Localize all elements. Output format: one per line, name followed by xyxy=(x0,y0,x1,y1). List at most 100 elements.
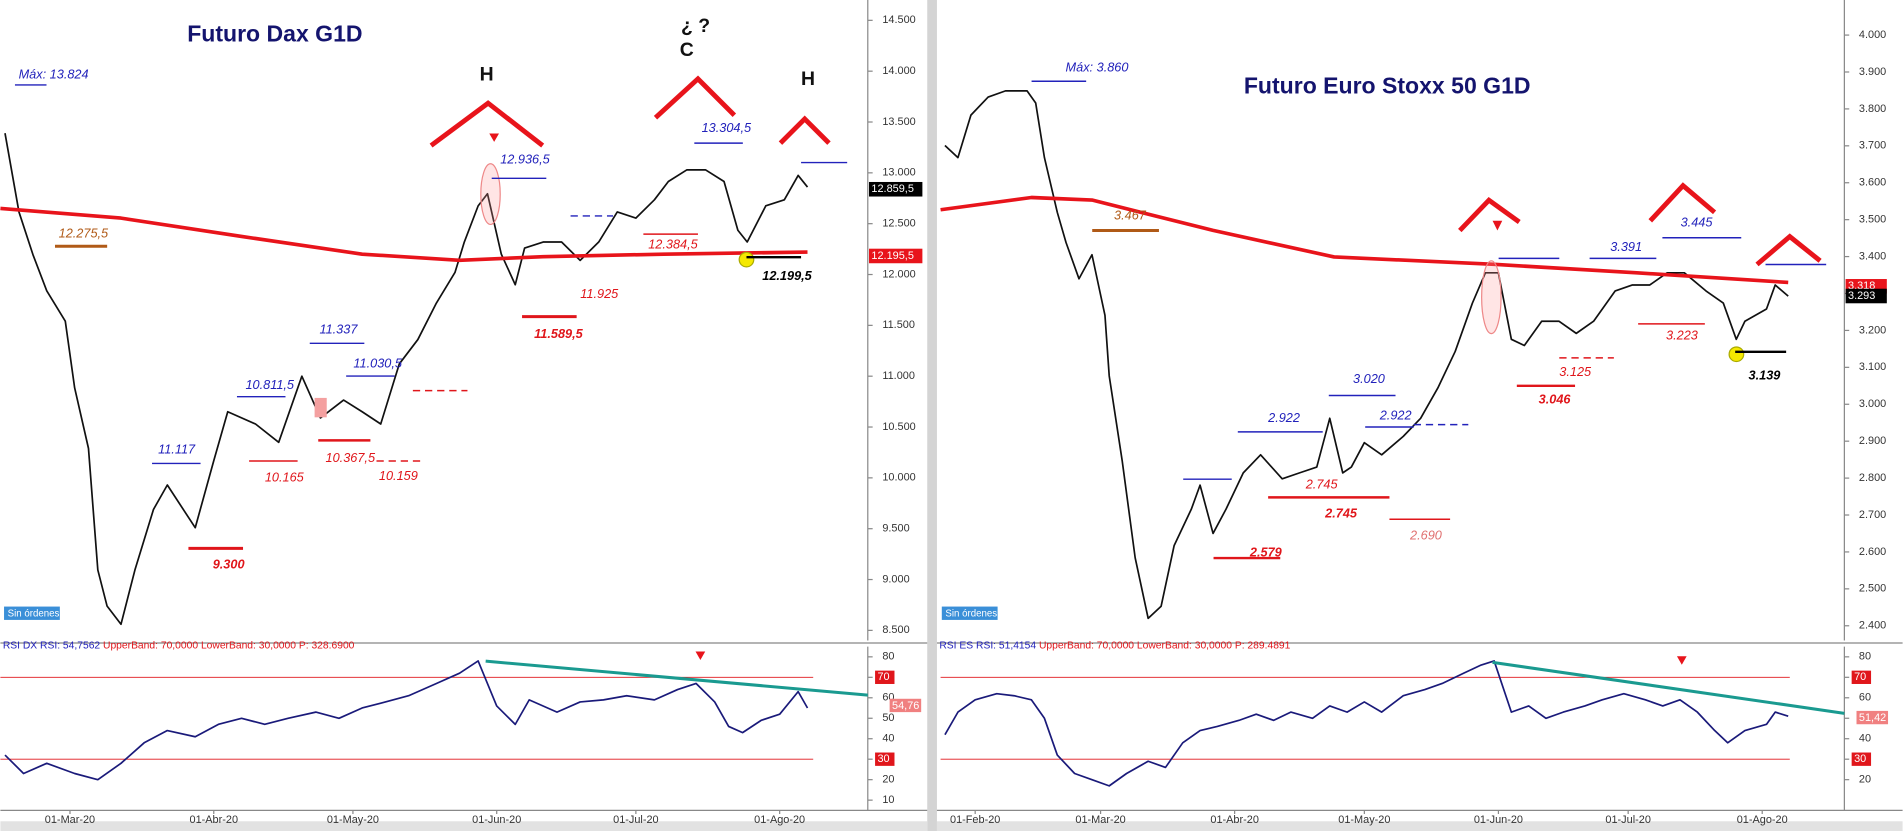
annotation: 2.745 xyxy=(1324,506,1358,521)
indicator-param: UpperBand: 70,0000 xyxy=(103,640,198,651)
x-tick-label: 01-Jun-20 xyxy=(472,814,521,826)
x-tick-label: 01-Abr-20 xyxy=(190,814,239,826)
band-badge xyxy=(1851,670,1872,684)
y-tick-label: 2.400 xyxy=(1859,620,1886,632)
level-lines xyxy=(14,80,1827,560)
y-tick-label: 3.500 xyxy=(1859,214,1886,226)
annotation: 3.139 xyxy=(1749,367,1782,382)
arrows xyxy=(489,133,1687,665)
indicator-header: RSI ES RSI: 51,4154 UpperBand: 70,0000 L… xyxy=(939,640,1290,651)
y-tick-label: 40 xyxy=(1859,733,1871,745)
annotation: 11.337 xyxy=(319,321,358,336)
annotation: 2.745 xyxy=(1305,477,1339,492)
highlight xyxy=(1481,260,1502,335)
trend-line xyxy=(1492,660,1845,715)
moving-average xyxy=(0,206,808,263)
y-tick-label: 50 xyxy=(882,712,894,724)
annotation: 12.275,5 xyxy=(59,225,109,240)
indicator-param: LowerBand: 30,0000 xyxy=(1137,640,1232,651)
x-tick-label: 01-Ago-20 xyxy=(1737,814,1788,826)
rsi-badge xyxy=(889,698,922,713)
band-label: 70 xyxy=(877,671,889,683)
band-badge xyxy=(875,670,895,684)
annotation: 2.579 xyxy=(1249,545,1283,560)
marker xyxy=(738,251,755,268)
annotation: 3.125 xyxy=(1559,364,1592,379)
band-label: 70 xyxy=(1854,671,1866,683)
indicator-param: UpperBand: 70,0000 xyxy=(1039,640,1134,651)
x-tick-label: 01-Mar-20 xyxy=(1075,814,1125,826)
scrollbar[interactable] xyxy=(0,821,928,831)
annotation: 2.922 xyxy=(1267,410,1300,425)
status-badge xyxy=(941,606,998,620)
x-tick-label: 01-May-20 xyxy=(1338,814,1390,826)
y-tick-label: 3.400 xyxy=(1859,250,1886,262)
marker xyxy=(1728,346,1745,363)
annotation: 11.589,5 xyxy=(534,326,583,341)
indicator-name: RSI ES xyxy=(939,640,973,651)
annotation: Máx: 3.860 xyxy=(1066,59,1129,74)
panel-divider xyxy=(927,0,937,831)
annotation: 10.367,5 xyxy=(326,450,376,465)
y-tick-label: 12.500 xyxy=(882,218,915,230)
indicator-param: LowerBand: 30,0000 xyxy=(201,640,296,651)
y-tick-label: 9.000 xyxy=(882,573,909,585)
annotation: ¿ ? xyxy=(681,15,710,37)
y-tick-label: 80 xyxy=(882,651,894,663)
y-tick-label: 2.500 xyxy=(1859,583,1886,595)
y-tick-label: 3.000 xyxy=(1859,398,1886,410)
y-tick-label: 14.000 xyxy=(882,65,915,77)
annotation: 2.690 xyxy=(1409,528,1442,543)
band-badge xyxy=(1851,752,1872,766)
annotation: 3.046 xyxy=(1539,392,1572,407)
annotation: 3.467 xyxy=(1114,207,1147,222)
price-badge-label: 12.859,5 xyxy=(871,183,913,195)
annotation: 3.223 xyxy=(1666,327,1698,342)
annotation: 12.936,5 xyxy=(500,151,550,166)
annotation: 10.165 xyxy=(265,469,305,484)
annotation: 9.300 xyxy=(213,557,245,572)
annotation: 13.304,5 xyxy=(702,120,752,135)
trend-line xyxy=(485,659,868,697)
price-badge xyxy=(1845,288,1887,304)
x-tick-label: 01-Abr-20 xyxy=(1210,814,1259,826)
status-badge xyxy=(4,606,60,620)
y-tick-label: 3.100 xyxy=(1859,361,1886,373)
annotation: C xyxy=(680,39,694,61)
y-tick-label: 3.600 xyxy=(1859,177,1886,189)
x-tick-label: 01-Mar-20 xyxy=(45,814,95,826)
indicator-value: RSI: 54,7562 xyxy=(40,640,100,651)
indicator-param: P: 289.4891 xyxy=(1235,640,1291,651)
band-label: 30 xyxy=(877,753,889,765)
y-tick-label: 14.500 xyxy=(882,14,915,26)
chart-title: Futuro Euro Stoxx 50 G1D xyxy=(1244,72,1531,98)
y-tick-label: 20 xyxy=(882,774,894,786)
y-tick-label: 3.200 xyxy=(1859,324,1886,336)
ma-badge-label: 3.318 xyxy=(1848,280,1875,292)
y-tick-label: 10.500 xyxy=(882,421,915,433)
indicator-param: P: 328.6900 xyxy=(299,640,355,651)
x-tick-label: 01-Feb-20 xyxy=(950,814,1000,826)
y-tick-label: 10 xyxy=(882,794,894,806)
annotation: 12.199,5 xyxy=(762,268,812,283)
ma-badge xyxy=(869,248,923,264)
y-tick-label: 9.500 xyxy=(882,523,909,535)
y-tick-label: 13.000 xyxy=(882,167,915,179)
moving-average xyxy=(940,195,1789,285)
highlight xyxy=(314,397,327,418)
y-tick-label: 3.700 xyxy=(1859,140,1886,152)
y-tick-label: 2.600 xyxy=(1859,546,1886,558)
status-label: Sin órdenes xyxy=(945,608,997,619)
annotation: 12.384,5 xyxy=(648,236,698,251)
status-label: Sin órdenes xyxy=(8,608,60,619)
scrollbar[interactable] xyxy=(936,821,1903,831)
annotation: 3.391 xyxy=(1610,239,1642,254)
x-tick-label: 01-Jul-20 xyxy=(1605,814,1650,826)
annotation: 10.159 xyxy=(379,468,418,483)
rsi-badge-label: 54,76 xyxy=(892,700,919,712)
series-line xyxy=(4,660,809,781)
x-tick-label: 01-Jun-20 xyxy=(1474,814,1523,826)
y-tick-label: 2.700 xyxy=(1859,509,1886,521)
